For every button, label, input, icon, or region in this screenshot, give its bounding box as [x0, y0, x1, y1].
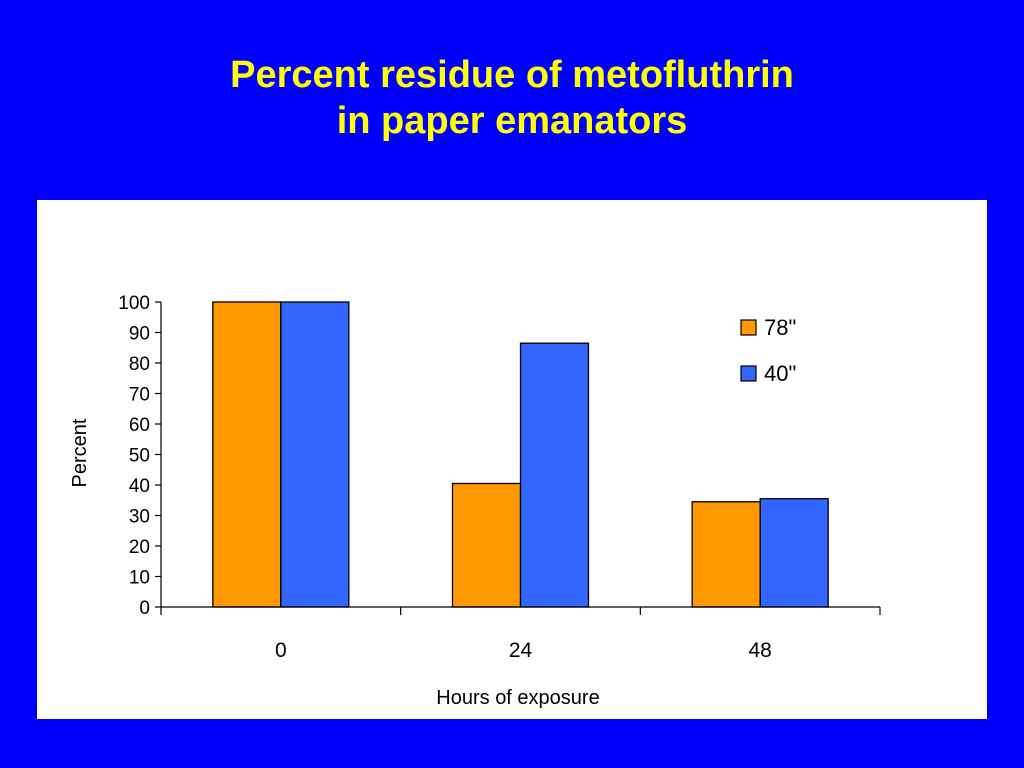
y-tick-label: 30: [129, 507, 150, 528]
legend: 78" 40": [740, 315, 796, 386]
legend-label: 78": [764, 315, 796, 340]
y-tick-label: 70: [129, 385, 150, 406]
legend-swatch: [740, 365, 757, 382]
y-tick-label: 20: [129, 537, 150, 558]
x-axis-label: Hours of exposure: [436, 687, 599, 709]
y-tick-label: 50: [129, 446, 150, 467]
bars-layer: [212, 301, 829, 608]
bar-series2-24: [519, 342, 590, 608]
y-tick-label: 60: [129, 415, 150, 436]
y-tick-label: 0: [139, 598, 150, 619]
x-tick-label: 48: [748, 639, 771, 662]
chart-title-line-1: Percent residue of metofluthrin: [230, 54, 794, 96]
axes-layer: 0 10 20 30 40 50 60 70 80 90 100 0 24 48: [118, 293, 881, 662]
y-tick-label: 100: [118, 293, 150, 314]
bar-series1-48: [691, 501, 761, 608]
legend-swatch: [740, 319, 757, 336]
bar-series1-24: [451, 482, 522, 608]
x-tick-label: 24: [509, 639, 533, 662]
y-tick-label: 80: [129, 354, 150, 375]
bar-chart: 0 10 20 30 40 50 60 70 80 90 100 0 24 48 78" 40" Perce…: [69, 293, 881, 709]
y-tick-label: 40: [129, 476, 150, 497]
y-axis-label: Percent: [69, 418, 91, 487]
chart-title-line-2: in paper emanators: [336, 100, 688, 142]
chart-title: Percent residue of metofluthrin in paper…: [0, 52, 1024, 144]
y-tick-label: 90: [129, 324, 150, 345]
bar-series2-0: [280, 301, 350, 608]
legend-label: 40": [764, 361, 796, 386]
x-tick-label: 0: [275, 639, 287, 662]
bar-series2-48: [759, 498, 829, 608]
y-tick-label: 10: [129, 568, 150, 589]
bar-series1-0: [212, 301, 282, 608]
chart-panel: 0 10 20 30 40 50 60 70 80 90 100 0 24 48 78" 40" Perce…: [37, 200, 987, 719]
